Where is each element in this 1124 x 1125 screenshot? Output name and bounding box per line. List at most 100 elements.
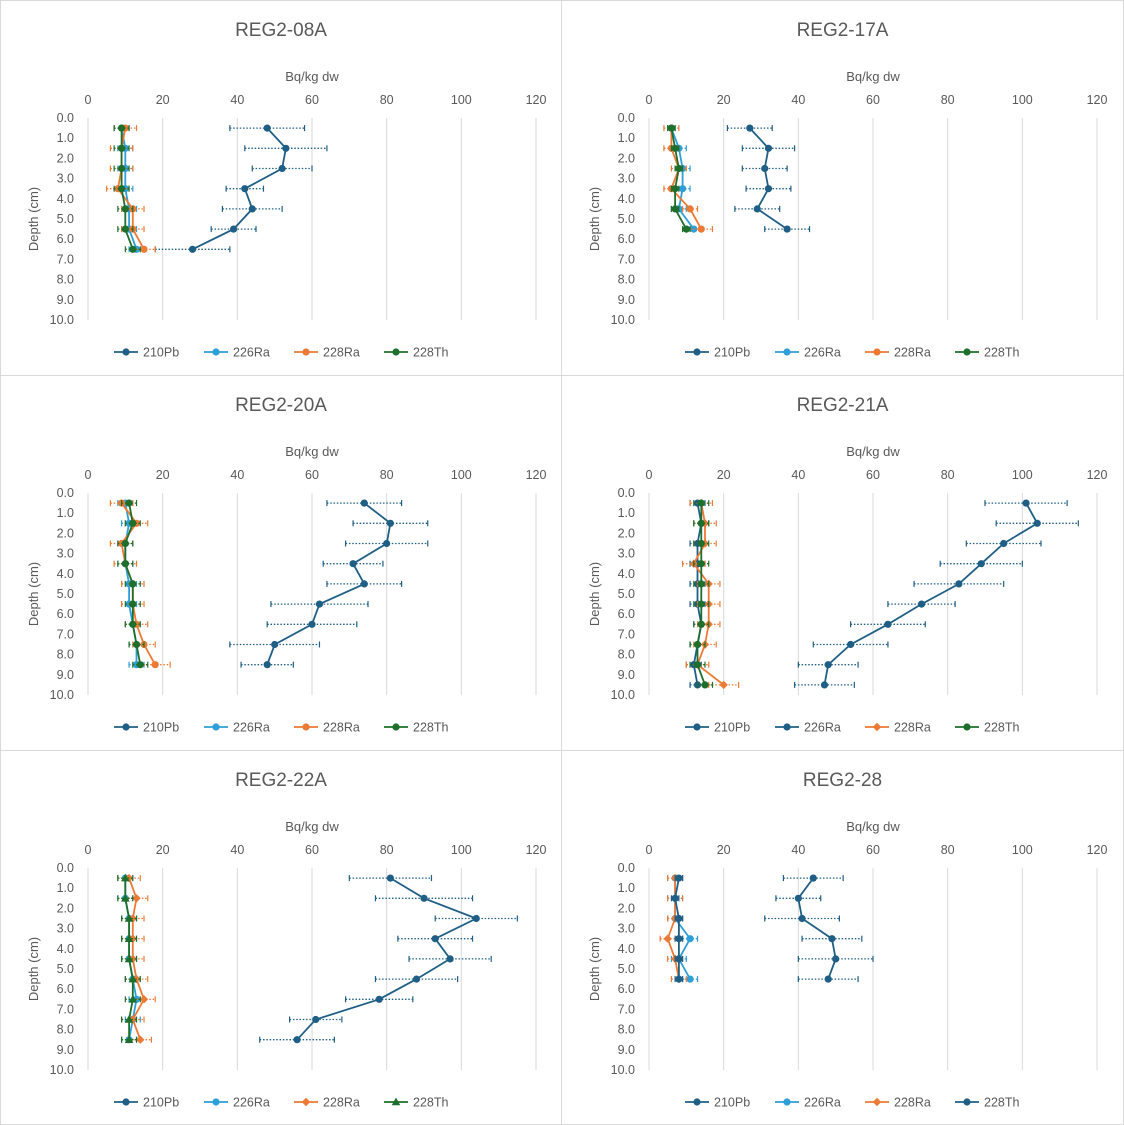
data-point-228th — [118, 144, 126, 152]
y-tick-label: 3.0 — [57, 922, 74, 936]
y-tick-label: 7.0 — [57, 627, 74, 641]
chart-reg2-21a: REG2-21A Bq/kg dw 0 20 40 60 80 100 120 0.0 1.0 2.0… — [587, 395, 1107, 735]
data-point-210pb — [248, 205, 256, 213]
y-tick-label: 2.0 — [57, 151, 74, 165]
data-point-210pb — [230, 225, 238, 233]
chart-title: REG2-21A — [797, 395, 889, 416]
x-tick-label: 80 — [941, 93, 955, 107]
data-point-228th — [697, 499, 705, 507]
legend-marker-228th — [963, 348, 971, 356]
x-tick-label: 40 — [791, 843, 805, 857]
data-point-228th — [118, 185, 126, 193]
y-tick-label: 8.0 — [57, 273, 74, 287]
y-tick-label: 3.0 — [57, 547, 74, 561]
y-tick-label: 10.0 — [611, 688, 635, 702]
data-point-228th — [121, 205, 129, 213]
series-210pb — [764, 874, 874, 983]
x-tick-label: 100 — [451, 843, 472, 857]
data-point-210pb — [412, 975, 421, 983]
y-tick-label: 6.0 — [57, 982, 74, 996]
data-point-228ra — [663, 934, 672, 943]
y-tick-label: 9.0 — [57, 668, 74, 682]
y-tick-label: 6.0 — [618, 232, 635, 246]
legend-marker-228ra — [873, 348, 881, 356]
y-tick-label: 6.0 — [57, 607, 74, 621]
y-tick-label: 8.0 — [618, 273, 635, 287]
legend-marker-228th — [963, 1098, 971, 1106]
series-line-210pb — [192, 127, 287, 251]
legend-label-228ra: 228Ra — [894, 1096, 931, 1110]
y-tick-label: 9.0 — [618, 1043, 635, 1057]
x-tick-label: 120 — [526, 468, 547, 482]
data-point-228th — [697, 519, 705, 527]
series-228ra — [663, 124, 714, 233]
data-point-210pb — [312, 1015, 320, 1024]
legend-label-228th: 228Th — [984, 721, 1019, 735]
x-tick-label: 0 — [85, 843, 92, 857]
legend-label-226ra: 226Ra — [233, 346, 270, 360]
data-point-228ra — [697, 225, 705, 233]
data-point-228th — [129, 245, 137, 253]
data-point-228ra — [140, 245, 148, 253]
legend: 210Pb 226Ra 228Ra 228Th — [685, 1096, 1019, 1110]
series-line-228ra — [692, 502, 725, 686]
y-tick-label: 2.0 — [57, 901, 74, 915]
series-228th — [670, 874, 684, 983]
series-line-228th — [670, 127, 688, 230]
data-point-210pb — [917, 600, 926, 608]
data-point-210pb — [764, 185, 773, 193]
legend: 210Pb 226Ra 228Ra 228Th — [685, 721, 1019, 735]
chart-panel-reg2-22a: REG2-22A Bq/kg dw 0 20 40 60 80 100 120 0.0 1.0 2.0… — [0, 750, 562, 1125]
x-tick-label: 0 — [85, 468, 92, 482]
legend-label-226ra: 226Ra — [804, 346, 841, 360]
data-point-228th — [675, 164, 683, 173]
data-point-210pb — [271, 640, 279, 649]
data-point-228ra — [151, 661, 159, 669]
legend-marker-210pb — [693, 1098, 701, 1106]
series-line-210pb — [266, 502, 392, 666]
x-axis-label: Bq/kg dw — [285, 69, 339, 84]
y-tick-label: 10.0 — [50, 1063, 74, 1077]
data-point-228th — [121, 539, 129, 548]
y-tick-label: 5.0 — [618, 587, 635, 601]
legend-label-228th: 228Th — [413, 346, 448, 360]
data-point-228th — [667, 124, 675, 132]
data-point-228ra — [139, 995, 149, 1004]
y-tick-label: 1.0 — [57, 881, 74, 895]
x-axis-label: Bq/kg dw — [285, 444, 339, 459]
x-tick-label: 100 — [1012, 93, 1033, 107]
data-point-228th — [124, 1015, 134, 1023]
data-point-210pb — [472, 914, 480, 923]
x-tick-label: 40 — [791, 93, 805, 107]
data-point-210pb — [386, 519, 394, 527]
data-point-210pb — [977, 560, 985, 568]
data-point-228th — [675, 914, 683, 923]
series-210pb — [259, 874, 518, 1044]
x-tick-label: 60 — [866, 93, 880, 107]
data-point-210pb — [820, 681, 829, 689]
legend-marker-226ra — [783, 348, 791, 356]
legend-marker-228th — [391, 1097, 401, 1106]
data-point-210pb — [383, 539, 391, 548]
y-tick-label: 4.0 — [57, 567, 74, 581]
y-tick-label: 10.0 — [611, 1063, 635, 1077]
data-point-228th — [671, 894, 679, 902]
y-tick-label: 7.0 — [57, 252, 74, 266]
y-tick-label: 6.0 — [618, 607, 635, 621]
chart-panel-reg2-28: REG2-28 Bq/kg dw 0 20 40 60 80 100 120 0.0 1.0 2.0 3… — [561, 750, 1124, 1125]
chart-title: REG2-20A — [235, 395, 327, 416]
chart-reg2-22a: REG2-22A Bq/kg dw 0 20 40 60 80 100 120 0.0 1.0 2.0… — [26, 770, 546, 1110]
x-tick-label: 60 — [305, 468, 319, 482]
series-210pb — [154, 124, 328, 253]
x-tick-label: 60 — [866, 468, 880, 482]
series-226ra — [667, 124, 702, 233]
data-point-228th — [697, 620, 705, 628]
y-tick-label: 0.0 — [57, 486, 74, 500]
y-tick-label: 4.0 — [57, 192, 74, 206]
data-point-210pb — [828, 935, 836, 943]
y-tick-label: 1.0 — [618, 506, 635, 520]
data-point-228th — [121, 893, 130, 902]
data-point-228th — [129, 580, 137, 588]
y-tick-label: 5.0 — [618, 212, 635, 226]
y-tick-label: 6.0 — [57, 232, 74, 246]
